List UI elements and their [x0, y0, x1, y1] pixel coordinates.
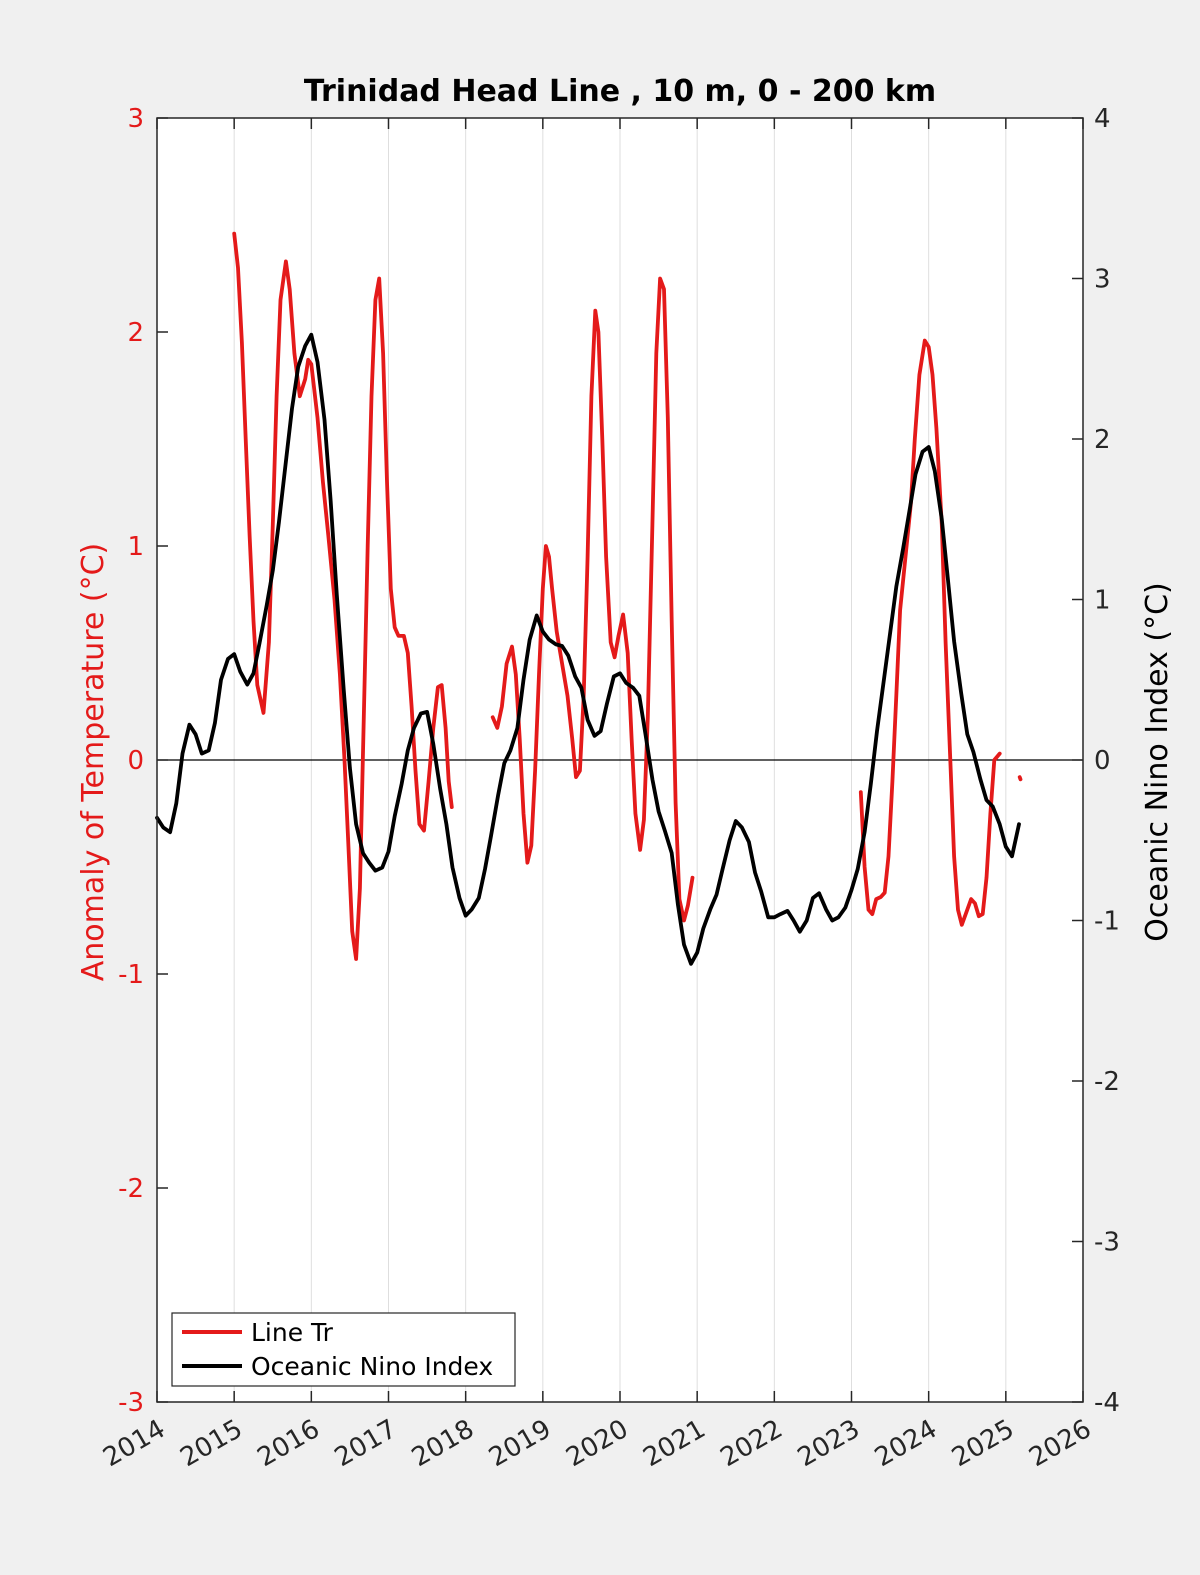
- series-oceanic-nino-index: [155, 332, 1021, 966]
- y-left-tick-label: -1: [118, 960, 144, 990]
- x-tick-label: 2019: [484, 1414, 556, 1473]
- y-right-tick-label: -2: [1094, 1067, 1120, 1097]
- legend-box: [171, 1312, 516, 1387]
- legend-label-oni: Oceanic Nino Index: [251, 1352, 493, 1381]
- x-tick-label: 2020: [561, 1414, 633, 1473]
- y-right-tick-label: -3: [1094, 1228, 1120, 1258]
- y-left-tick-label: 0: [127, 746, 144, 776]
- y-right-axis-title: Oceanic Nino Index (°C): [1140, 582, 1175, 942]
- x-tick-label: 2024: [870, 1414, 942, 1473]
- x-tick-label: 2023: [793, 1414, 865, 1473]
- y-left-axis-title: Anomaly of Temperature (°C): [76, 543, 111, 982]
- series-line-tr-segment: [858, 338, 1002, 927]
- y-left-tick-label: 2: [127, 318, 144, 348]
- y-right-tick-label: 0: [1094, 746, 1111, 776]
- x-tick-label: 2014: [98, 1414, 170, 1473]
- x-tick-label: 2015: [175, 1414, 247, 1473]
- y-left-tick-label: 3: [127, 104, 144, 134]
- y-right-tick-label: -4: [1094, 1388, 1120, 1418]
- x-tick-label: 2025: [947, 1414, 1019, 1473]
- x-tick-label: 2017: [330, 1414, 402, 1473]
- y-right-tick-label: -1: [1094, 907, 1120, 937]
- y-right-tick-label: 3: [1094, 265, 1111, 295]
- y-left-tick-label: 1: [127, 532, 144, 562]
- x-tick-label: 2026: [1024, 1414, 1096, 1473]
- legend: Line Tr Oceanic Nino Index: [171, 1312, 516, 1387]
- series-line-tr-segment: [490, 276, 695, 923]
- x-tick-label: 2016: [253, 1414, 325, 1473]
- legend-label-line-tr: Line Tr: [251, 1318, 334, 1347]
- y-right-tick-label: 2: [1094, 425, 1111, 455]
- series-layer: [155, 231, 1083, 966]
- x-tick-label: 2022: [716, 1414, 788, 1473]
- x-tick-label: 2021: [638, 1414, 710, 1473]
- chart-title: Trinidad Head Line , 10 m, 0 - 200 km: [304, 74, 936, 109]
- x-tick-label: 2018: [407, 1414, 479, 1473]
- y-right-tick-label: 4: [1094, 104, 1111, 134]
- y-left-tick-label: -2: [118, 1174, 144, 1204]
- y-left-tick-label: -3: [118, 1388, 144, 1418]
- y-right-tick-label: 1: [1094, 586, 1111, 616]
- series-line-tr-segment: [1017, 775, 1023, 782]
